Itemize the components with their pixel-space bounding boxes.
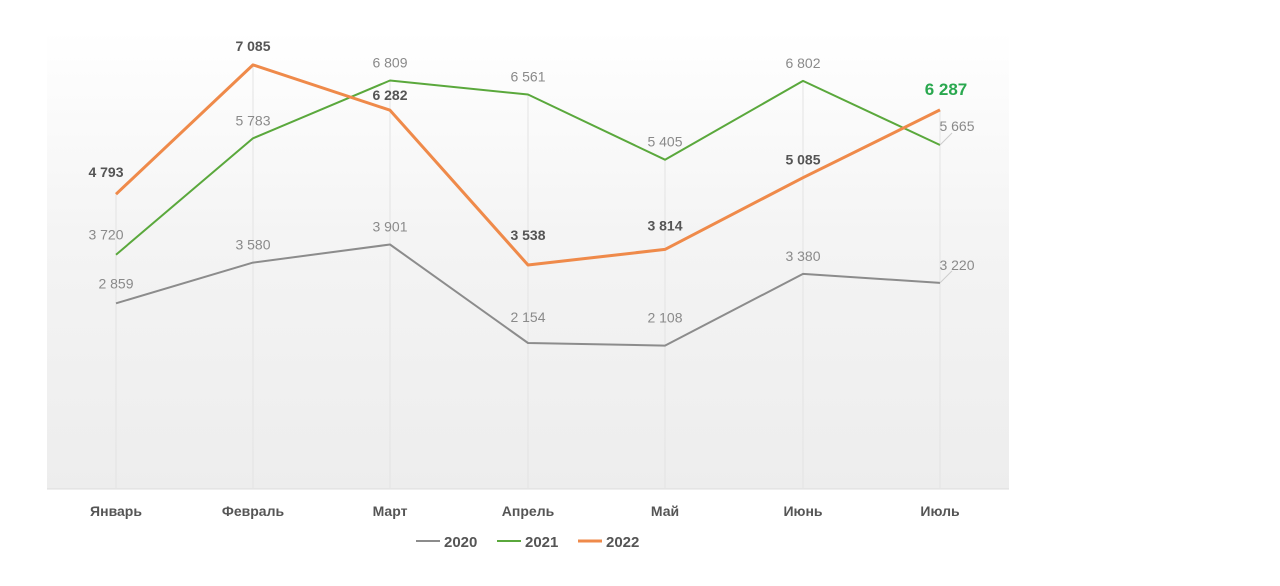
data-label-2021: 5 665 (939, 118, 974, 134)
legend-label-2022: 2022 (606, 534, 639, 551)
leader-tick (939, 132, 953, 146)
legend-label-2021: 2021 (525, 534, 558, 551)
data-label-2022: 3 538 (510, 227, 545, 243)
data-label-2020: 3 220 (939, 257, 974, 273)
data-label-2021: 3 720 (88, 227, 123, 243)
data-label-2020: 2 859 (98, 275, 133, 291)
data-label-2021: 6 802 (785, 55, 820, 71)
data-label-2020: 2 154 (510, 309, 545, 325)
category-label: Июль (920, 503, 960, 519)
data-label-2021: 5 405 (647, 134, 682, 150)
data-label-2022: 6 287 (925, 80, 968, 99)
data-label-2020: 2 108 (647, 310, 682, 326)
data-label-2022: 7 085 (235, 38, 270, 54)
series-line-2020 (115, 243, 941, 347)
data-label-2022: 5 085 (785, 152, 820, 168)
data-label-2022: 6 282 (372, 87, 407, 103)
data-label-2020: 3 901 (372, 218, 407, 234)
data-label-2021: 6 561 (510, 68, 545, 84)
category-label: Апрель (502, 503, 555, 519)
category-label: Март (373, 503, 408, 519)
data-label-2020: 3 580 (235, 237, 270, 253)
legend: 2020 2021 2022 (416, 534, 639, 551)
series-line-2022 (114, 63, 941, 267)
data-label-2021: 6 809 (372, 54, 407, 70)
category-label: Июнь (783, 503, 822, 519)
leader-tick (939, 270, 953, 284)
data-label-2021: 5 783 (235, 112, 270, 128)
data-label-2020: 3 380 (785, 248, 820, 264)
category-label: Февраль (222, 503, 285, 519)
category-label: Январь (90, 503, 142, 519)
data-label-2022: 3 814 (647, 217, 682, 233)
category-label: Май (651, 503, 679, 519)
data-label-2022: 4 793 (88, 164, 123, 180)
legend-label-2020: 2020 (444, 534, 477, 551)
series-line-2021 (115, 79, 941, 256)
